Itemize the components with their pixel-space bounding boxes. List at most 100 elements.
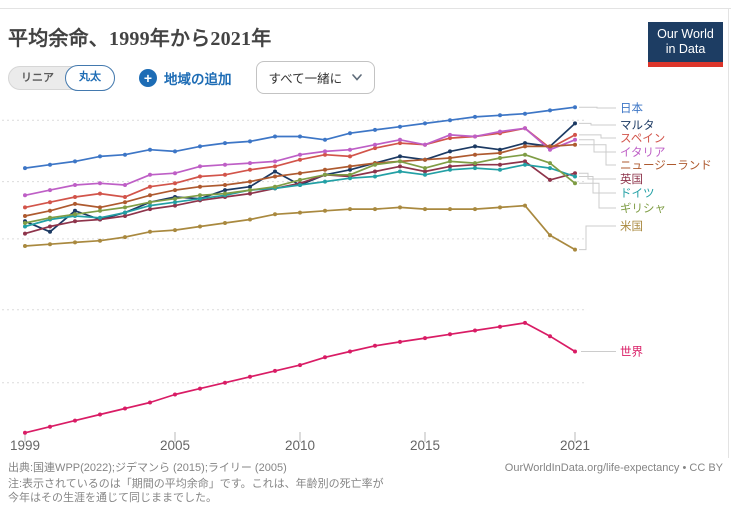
data-point-world[interactable]: [48, 424, 52, 429]
data-point-japan[interactable]: [23, 166, 27, 171]
data-point-japan[interactable]: [398, 124, 402, 129]
data-point-new-zealand[interactable]: [73, 201, 77, 206]
data-point-germany[interactable]: [573, 174, 577, 179]
data-point-germany[interactable]: [498, 167, 502, 172]
data-point-uk[interactable]: [73, 219, 77, 224]
data-point-usa[interactable]: [498, 205, 502, 210]
series-label-malta[interactable]: マルタ: [620, 119, 655, 132]
data-point-usa[interactable]: [123, 235, 127, 240]
data-point-italy[interactable]: [173, 171, 177, 176]
data-point-greece[interactable]: [173, 196, 177, 201]
owid-logo[interactable]: Our World in Data: [648, 22, 723, 67]
series-line-world[interactable]: [24, 322, 576, 434]
data-point-usa[interactable]: [298, 210, 302, 215]
data-point-spain[interactable]: [73, 195, 77, 199]
data-point-new-zealand[interactable]: [323, 167, 327, 172]
data-point-italy[interactable]: [98, 181, 102, 186]
data-point-japan[interactable]: [198, 144, 202, 149]
data-point-greece[interactable]: [473, 161, 477, 166]
data-point-uk[interactable]: [448, 164, 452, 169]
series-label-world[interactable]: 世界: [620, 346, 643, 359]
data-point-malta[interactable]: [273, 169, 277, 174]
data-point-japan[interactable]: [173, 149, 177, 154]
data-point-spain[interactable]: [98, 191, 102, 196]
data-point-greece[interactable]: [198, 193, 202, 198]
data-point-italy[interactable]: [423, 142, 427, 147]
data-point-japan[interactable]: [523, 111, 527, 116]
data-point-japan[interactable]: [223, 141, 227, 146]
data-point-new-zealand[interactable]: [148, 193, 152, 198]
data-point-spain[interactable]: [573, 132, 577, 137]
data-point-usa[interactable]: [423, 207, 427, 212]
data-point-italy[interactable]: [23, 193, 27, 198]
data-point-italy[interactable]: [398, 137, 402, 142]
data-point-italy[interactable]: [248, 161, 252, 166]
data-point-new-zealand[interactable]: [473, 152, 477, 157]
data-point-malta[interactable]: [523, 141, 527, 146]
scale-toggle[interactable]: リニア 丸太: [8, 64, 115, 91]
data-point-greece[interactable]: [548, 161, 552, 166]
data-point-world[interactable]: [98, 412, 102, 417]
data-point-new-zealand[interactable]: [23, 214, 27, 218]
data-point-japan[interactable]: [448, 118, 452, 123]
data-point-world[interactable]: [548, 334, 552, 339]
data-point-world[interactable]: [273, 368, 277, 373]
data-point-usa[interactable]: [48, 242, 52, 247]
data-point-new-zealand[interactable]: [548, 144, 552, 149]
data-point-germany[interactable]: [348, 176, 352, 181]
data-point-spain[interactable]: [298, 157, 302, 162]
data-point-usa[interactable]: [548, 233, 552, 238]
data-point-spain[interactable]: [248, 167, 252, 172]
data-point-world[interactable]: [223, 380, 227, 385]
data-point-malta[interactable]: [48, 229, 52, 234]
series-label-japan[interactable]: 日本: [620, 101, 643, 115]
data-point-world[interactable]: [523, 320, 527, 325]
data-point-spain[interactable]: [348, 154, 352, 159]
data-point-germany[interactable]: [98, 215, 102, 220]
data-point-greece[interactable]: [323, 172, 327, 177]
data-point-new-zealand[interactable]: [498, 151, 502, 155]
data-point-germany[interactable]: [23, 224, 27, 229]
data-point-italy[interactable]: [473, 134, 477, 139]
data-point-spain[interactable]: [273, 164, 277, 169]
series-line-spain[interactable]: [24, 127, 576, 209]
data-point-world[interactable]: [173, 392, 177, 397]
data-point-japan[interactable]: [498, 113, 502, 118]
series-label-uk[interactable]: 英国: [620, 172, 643, 186]
data-point-spain[interactable]: [323, 152, 327, 157]
data-point-spain[interactable]: [123, 195, 127, 199]
data-point-greece[interactable]: [48, 215, 52, 220]
data-point-greece[interactable]: [448, 159, 452, 164]
data-point-world[interactable]: [573, 349, 577, 354]
data-point-usa[interactable]: [448, 207, 452, 212]
data-point-usa[interactable]: [373, 207, 377, 212]
data-point-germany[interactable]: [473, 166, 477, 171]
data-point-malta[interactable]: [73, 208, 77, 213]
data-point-malta[interactable]: [248, 184, 252, 189]
data-point-japan[interactable]: [373, 127, 377, 132]
data-point-spain[interactable]: [223, 172, 227, 177]
series-label-greece[interactable]: ギリシャ: [620, 202, 666, 215]
data-point-japan[interactable]: [473, 114, 477, 119]
data-point-usa[interactable]: [223, 221, 227, 225]
data-point-japan[interactable]: [248, 139, 252, 144]
data-point-new-zealand[interactable]: [273, 174, 277, 179]
owid-link[interactable]: OurWorldInData.org/life-expectancy • CC …: [504, 462, 723, 474]
data-point-spain[interactable]: [48, 200, 52, 205]
data-point-italy[interactable]: [523, 126, 527, 131]
data-point-malta[interactable]: [223, 188, 227, 193]
data-point-usa[interactable]: [398, 205, 402, 210]
data-point-uk[interactable]: [498, 162, 502, 167]
data-point-usa[interactable]: [248, 217, 252, 222]
data-point-world[interactable]: [298, 363, 302, 368]
data-point-world[interactable]: [73, 418, 77, 423]
data-point-usa[interactable]: [23, 244, 27, 248]
data-point-spain[interactable]: [448, 136, 452, 141]
data-point-new-zealand[interactable]: [448, 156, 452, 160]
data-point-uk[interactable]: [23, 231, 27, 236]
data-point-malta[interactable]: [448, 149, 452, 154]
data-point-uk[interactable]: [548, 177, 552, 182]
data-point-new-zealand[interactable]: [48, 208, 52, 213]
data-point-spain[interactable]: [398, 141, 402, 146]
data-point-italy[interactable]: [273, 159, 277, 164]
